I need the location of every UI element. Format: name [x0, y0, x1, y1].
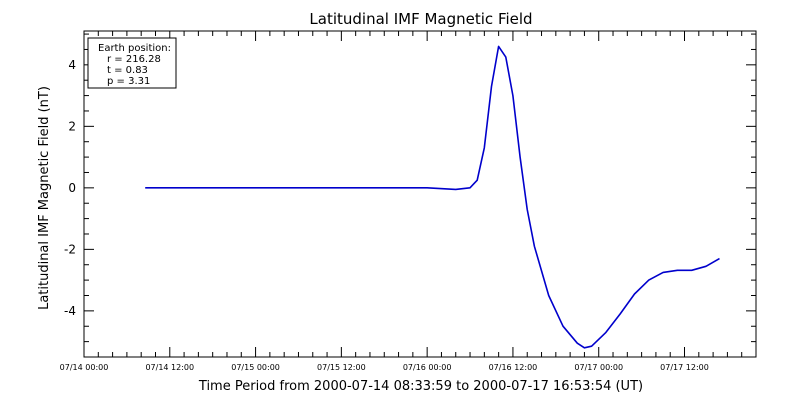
x-tick-label: 07/15 00:00: [231, 363, 280, 372]
x-axis-label: Time Period from 2000-07-14 08:33:59 to …: [198, 379, 643, 394]
y-tick-label: 4: [68, 58, 76, 72]
y-tick-label: -4: [64, 304, 76, 318]
x-tick-label: 07/16 00:00: [403, 363, 452, 372]
plot-frame: [83, 30, 757, 358]
legend-line-t: t = 0.83: [107, 65, 148, 76]
x-tick-label: 07/17 00:00: [574, 363, 623, 372]
x-tick-label: 07/14 12:00: [145, 363, 194, 372]
x-ticks-group: 07/14 00:00 07/14 12:00 07/15 00:00 07/15 1…: [60, 31, 757, 372]
y-axis-label: Latitudinal IMF Magnetic Field (nT): [37, 86, 52, 310]
x-tick-label: 07/17 12:00: [660, 363, 709, 372]
y-tick-label: 2: [68, 119, 76, 133]
legend-line-heading: Earth position:: [98, 43, 171, 54]
x-tick-label: 07/14 00:00: [60, 363, 109, 372]
chart-title: Latitudinal IMF Magnetic Field: [309, 10, 532, 28]
legend-line-p: p = 3.31: [107, 76, 150, 87]
y-tick-label: -2: [64, 242, 76, 256]
series-group: [145, 45, 720, 349]
x-tick-label: 07/16 12:00: [489, 363, 538, 372]
legend-frame: [87, 37, 177, 89]
y-tick-label: 0: [68, 181, 76, 195]
x-tick-label: 07/15 12:00: [317, 363, 366, 372]
legend-box: Earth position: r = 216.28 t = 0.83 p = …: [87, 37, 177, 89]
legend-line-r: r = 216.28: [107, 54, 161, 65]
series-line: [145, 45, 720, 349]
